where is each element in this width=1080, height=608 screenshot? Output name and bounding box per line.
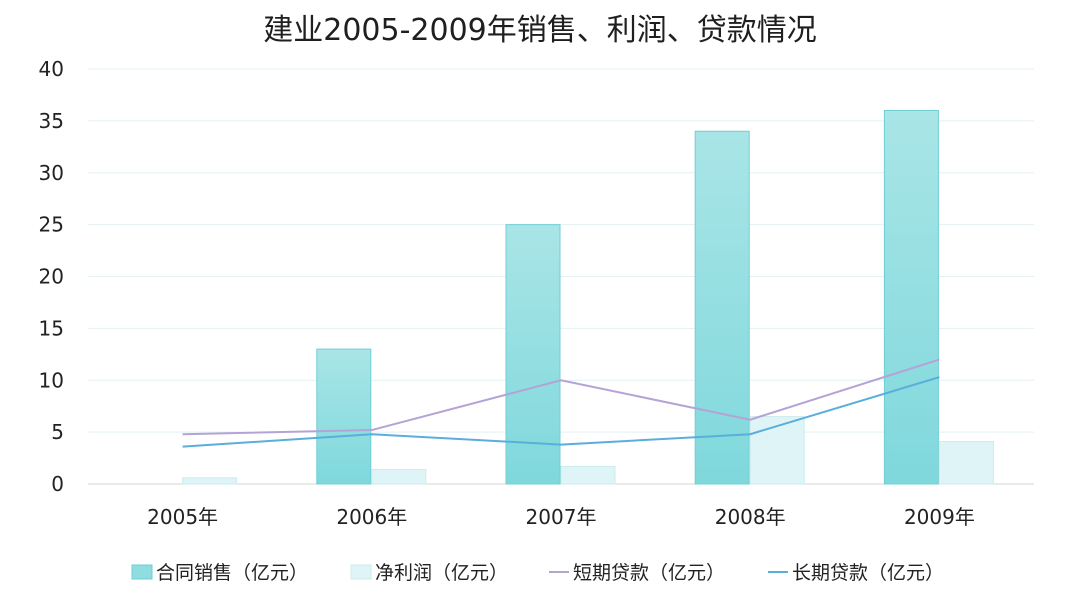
bar-series-0-2 <box>505 224 561 485</box>
legend-swatch-1 <box>350 564 372 580</box>
x-tick-label: 2009年 <box>904 505 975 529</box>
bar-series-1-1 <box>371 468 427 485</box>
bar-series-0-1 <box>316 348 372 485</box>
y-tick-label: 5 <box>51 420 64 444</box>
y-tick-label: 35 <box>39 109 64 133</box>
bar-series-1-0 <box>182 477 238 485</box>
bar-series-0-4 <box>883 110 939 485</box>
bar-series-1-4 <box>938 440 994 485</box>
bars-layer <box>182 110 994 485</box>
y-tick-label: 0 <box>51 472 64 496</box>
legend-item-2: 短期贷款（亿元） <box>549 562 725 584</box>
line-series-3 <box>182 376 940 448</box>
line-series-2 <box>182 358 940 436</box>
bar-series-0-3 <box>694 130 750 485</box>
legend-item-3: 长期贷款（亿元） <box>768 562 944 584</box>
lines-layer <box>182 358 940 448</box>
y-tick-label: 25 <box>39 213 64 237</box>
chart-title: 建业2005-2009年销售、利润、贷款情况 <box>263 13 817 48</box>
legend-item-0: 合同销售（亿元） <box>131 562 308 584</box>
bar-series-1-3 <box>749 416 805 485</box>
bar-series-1-2 <box>560 465 616 485</box>
y-tick-label: 10 <box>39 368 64 392</box>
legend-item-1: 净利润（亿元） <box>350 562 508 584</box>
legend-label-2: 短期贷款（亿元） <box>573 562 725 584</box>
legend-label-3: 长期贷款（亿元） <box>792 562 944 584</box>
y-tick-label: 40 <box>39 57 64 81</box>
legend: 合同销售（亿元） 净利润（亿元） 短期贷款（亿元） 长期贷款（亿元） <box>131 562 944 584</box>
legend-label-0: 合同销售（亿元） <box>156 562 308 584</box>
y-tick-label: 20 <box>39 265 64 289</box>
legend-label-1: 净利润（亿元） <box>375 562 508 584</box>
y-axis-ticks: 0 5 10 15 20 25 30 35 40 <box>39 57 64 496</box>
x-tick-label: 2008年 <box>715 505 786 529</box>
legend-swatch-0 <box>131 564 153 580</box>
x-axis-ticks: 2005年 2006年 2007年 2008年 2009年 <box>147 505 975 529</box>
y-tick-label: 30 <box>39 161 64 185</box>
x-tick-label: 2006年 <box>336 505 407 529</box>
x-tick-label: 2005年 <box>147 505 218 529</box>
x-tick-label: 2007年 <box>526 505 597 529</box>
y-tick-label: 15 <box>39 316 64 340</box>
